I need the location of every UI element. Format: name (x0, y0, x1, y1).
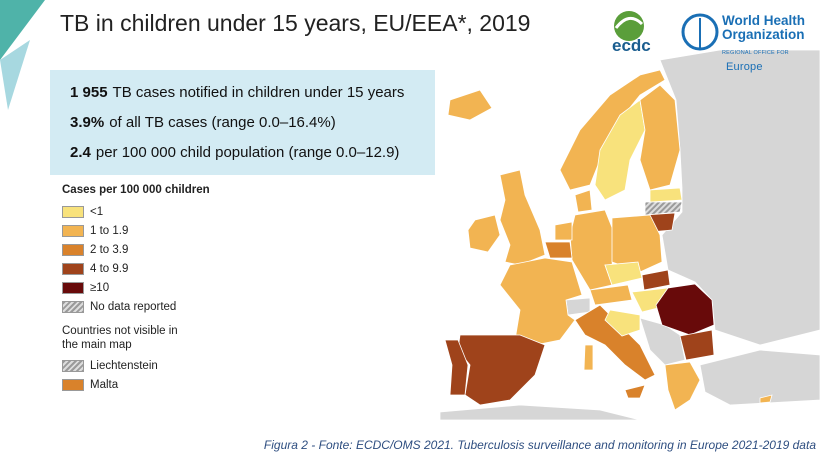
country (604, 261, 643, 286)
who-line: World Health (722, 13, 806, 28)
country (664, 361, 701, 411)
country (457, 334, 546, 406)
legend-swatch (62, 243, 84, 256)
legend-title: Cases per 100 000 children (62, 184, 210, 196)
country (544, 241, 573, 259)
country (644, 201, 683, 216)
legend-swatch (62, 262, 84, 275)
country (604, 309, 641, 337)
legend-item: 1 to 1.9 (62, 221, 210, 240)
country (679, 329, 715, 361)
country (554, 221, 573, 241)
stats-box: 1 955 TB cases notified in children under… (50, 70, 435, 175)
legend-label: No data reported (90, 300, 177, 313)
legend: Cases per 100 000 children <1 1 to 1.9 2 t… (62, 184, 210, 394)
stat-value: 3.9% (70, 114, 105, 131)
country (574, 189, 593, 213)
country (624, 384, 646, 399)
country (655, 283, 715, 336)
stat-text: of all TB cases (range 0.0–16.4%) (109, 114, 336, 131)
legend-items: <1 1 to 1.9 2 to 3.9 4 to 9.9 ≥10 No data rep… (62, 202, 210, 316)
country (447, 89, 493, 121)
legend-item: 4 to 9.9 (62, 259, 210, 278)
legend-label: 1 to 1.9 (90, 224, 129, 237)
stat-text: per 100 000 child population (range 0.0–… (95, 144, 400, 161)
legend-swatch (62, 281, 84, 294)
legend-item: 2 to 3.9 (62, 240, 210, 259)
who-europe: Europe (726, 61, 763, 73)
corner-decoration (0, 40, 30, 110)
caption: Figura 2 - Fonte: ECDC/OMS 2021. Tubercu… (263, 438, 816, 452)
legend-swatch (62, 378, 84, 391)
legend-swatch (62, 205, 84, 218)
legend-swatch (62, 300, 84, 313)
country (759, 394, 773, 404)
legend-item: <1 (62, 202, 210, 221)
stat-text: TB cases notified in children under 15 y… (112, 84, 405, 101)
country (444, 339, 469, 396)
non-eu-land (439, 49, 820, 421)
country (649, 187, 683, 203)
legend-label: ≥10 (90, 281, 110, 294)
who-logo: World Health Organization REGIONAL OFFIC… (722, 14, 820, 76)
who-emblem (681, 13, 719, 51)
legend-swatch (62, 224, 84, 237)
countries (444, 69, 773, 411)
legend-item: No data reported (62, 297, 210, 316)
country (641, 269, 671, 291)
country (583, 344, 594, 371)
legend-item: Liechtenstein (62, 356, 210, 375)
ecdc-emblem (614, 11, 644, 41)
legend-item: ≥10 (62, 278, 210, 297)
not-visible-title: Countries not visible in the main map (62, 325, 178, 351)
country (589, 284, 633, 306)
legend-item: Malta (62, 375, 210, 394)
legend-label: 2 to 3.9 (90, 243, 129, 256)
stat-line: 1 955 TB cases notified in children under… (70, 84, 404, 101)
legend-swatch (62, 359, 84, 372)
country (467, 214, 501, 253)
who-region: REGIONAL OFFICE FOR Europe (722, 46, 820, 76)
stat-value: 2.4 (70, 144, 91, 161)
who-region-text: REGIONAL OFFICE FOR (722, 50, 789, 56)
legend-label: Malta (90, 378, 119, 391)
who-line: Organization (722, 27, 805, 42)
not-visible-items: Liechtenstein Malta (62, 356, 210, 394)
stat-line: 3.9% of all TB cases (range 0.0–16.4%) (70, 114, 336, 131)
corner-decoration (0, 0, 45, 60)
ecdc-logo: ecdc (612, 36, 651, 55)
country (499, 169, 546, 266)
legend-label: Liechtenstein (90, 359, 158, 372)
country (639, 84, 681, 191)
stat-line: 2.4 per 100 000 child population (range 0… (70, 144, 399, 161)
country (611, 214, 663, 273)
stat-value: 1 955 (70, 84, 108, 101)
title: TB in children under 15 years, EU/EEA*, … (60, 10, 531, 36)
legend-label: 4 to 9.9 (90, 262, 129, 275)
legend-label: <1 (90, 205, 104, 218)
